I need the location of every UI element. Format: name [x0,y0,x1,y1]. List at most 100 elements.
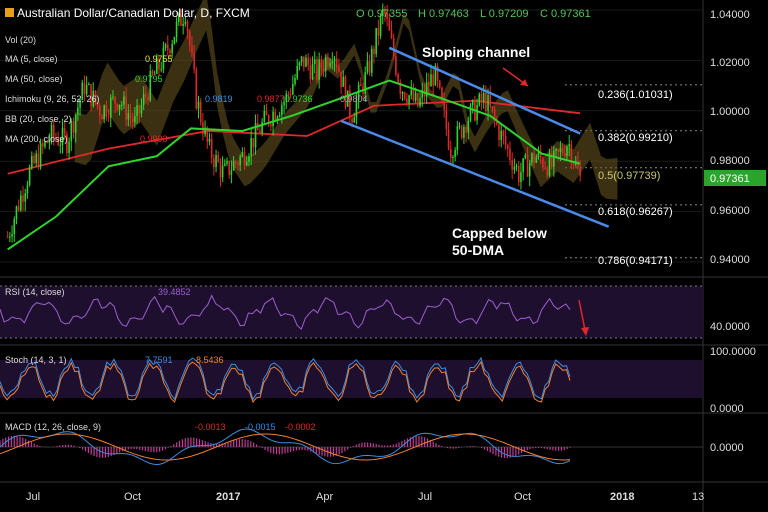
candle-body [320,59,323,69]
chart-title[interactable]: Australian Dollar/Canadian Dollar, D, FX… [17,6,250,20]
candle-body [333,58,336,62]
macd-histogram-bar [287,447,289,453]
candle-body [37,153,40,168]
price-tick-label: 1.00000 [710,106,750,118]
candle-body [140,104,143,114]
macd-histogram-bar [358,443,360,447]
candle-body [193,53,195,70]
candle-body [366,61,369,73]
candle-body [243,152,246,166]
candle-body [90,83,92,107]
candle-body [498,124,500,141]
macd-histogram-bar [187,437,189,447]
candle-body [535,157,538,163]
candle-body [375,28,377,55]
candle-body [72,121,75,133]
rsi-band [0,286,703,338]
candle-body [555,149,557,151]
candle-body [199,101,202,123]
macd-title[interactable]: MACD (12, 26, close, 9) [5,422,101,432]
candle-body [364,72,367,94]
candle-body [81,82,84,101]
macd-histogram-bar [62,444,64,447]
macd-tick-label: 0.0000 [710,442,744,454]
macd-histogram-bar [290,447,292,452]
macd-histogram-bar [201,440,203,447]
stoch-title[interactable]: Stoch (14, 3, 1) [5,355,67,365]
candle-body [386,13,388,19]
candle-body [294,78,296,85]
candle-body [160,69,163,71]
candle-body [520,172,522,183]
macd-histogram-bar [82,447,84,450]
candle-body [432,74,435,86]
macd-histogram-bar [153,447,155,453]
macd-histogram-bar [540,447,543,449]
indicator-label-ma5[interactable]: MA (5, close) [5,54,58,64]
candle-body [283,101,285,106]
rsi-title[interactable]: RSI (14, close) [5,287,65,297]
candle-body [430,74,432,87]
price-tick-label: 0.96000 [710,205,750,217]
fib-label-236: 0.236(1.01031) [598,89,673,101]
candle-body [428,81,430,87]
candle-body [217,155,220,163]
candle-body [311,64,314,80]
candle-body [318,59,320,80]
macd-histogram-bar [335,447,337,456]
macd-histogram-bar [30,442,32,447]
channel-upper-line [388,46,581,135]
candle-body [228,160,231,176]
macd-histogram-bar [426,438,429,447]
candle-body [355,99,358,118]
candle-body [568,144,570,147]
candle-body [395,56,397,75]
candle-body [272,111,274,127]
candle-body [406,98,408,104]
candle-body [524,154,527,159]
macd-histogram-bar [375,443,377,447]
candle-body [458,125,461,127]
candle-body [447,129,450,149]
macd-histogram-bar [446,447,449,449]
macd-histogram-bar [532,447,534,449]
macd-histogram-bar [449,447,451,449]
candle-body [92,90,95,107]
candle-body [105,105,108,117]
macd-histogram-bar [412,436,414,447]
candle-body [164,44,167,48]
indicator-label-vol[interactable]: Vol (20) [5,35,36,45]
candle-body [412,89,415,101]
macd-histogram-bar [56,446,58,447]
candle-body [300,56,303,63]
macd-histogram-bar [512,447,514,457]
macd-histogram-bar [523,447,525,452]
candle-body [331,61,334,64]
candle-body [509,148,511,161]
macd-histogram-bar [64,444,67,447]
indicator-label-ma200[interactable]: MA (200, close) [5,134,68,144]
indicator-value-ichimoku-2: 0.9877 [257,94,285,104]
indicator-label-ichimoku[interactable]: Ichimoku (9, 26, 52, 26) [5,94,100,104]
macd-histogram-bar [341,447,343,454]
candle-body [329,63,331,67]
candle-body [401,92,404,94]
macd-histogram-bar [518,447,520,455]
macd-histogram-bar [481,447,483,449]
candle-body [388,18,391,31]
candle-body [515,165,518,167]
candle-body [370,48,373,73]
indicator-label-bb[interactable]: BB (20, close, 2) [5,114,72,124]
indicator-label-ma50[interactable]: MA (50, close) [5,74,63,84]
candle-body [151,71,154,75]
macd-histogram-bar [304,447,306,451]
candle-body [129,113,132,118]
candle-body [101,115,103,120]
macd-histogram-bar [73,445,75,447]
rsi-tick-label: 40.0000 [710,321,750,333]
candle-body [349,90,351,119]
macd-histogram-bar [441,446,443,447]
candle-body [263,110,266,122]
indicator-value-ichimoku-1: 0.9819 [205,94,233,104]
macd-histogram-bar [347,447,349,450]
